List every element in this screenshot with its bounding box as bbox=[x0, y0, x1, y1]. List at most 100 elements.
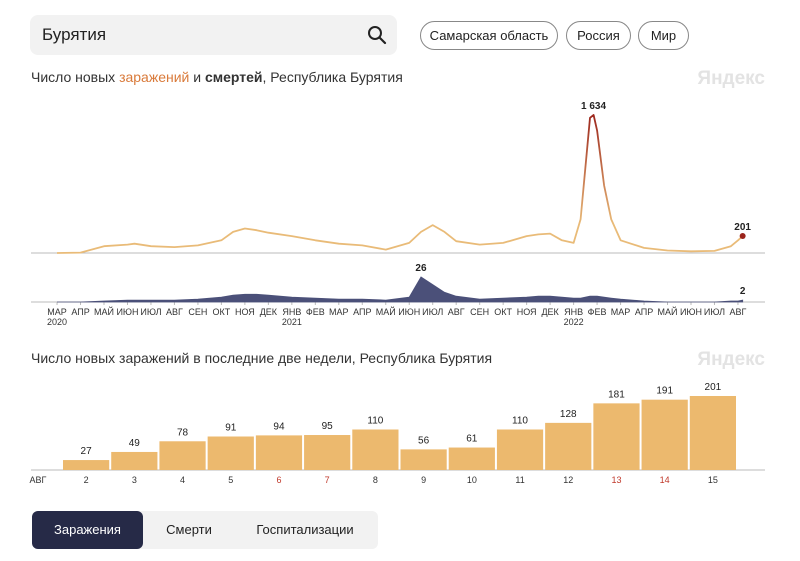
x-tick-label: АВГ bbox=[448, 307, 465, 317]
value-label: 110 bbox=[367, 416, 383, 427]
bar bbox=[207, 436, 254, 470]
x-tick-label: 15 bbox=[708, 475, 718, 485]
x-tick-label: ЯНВ bbox=[282, 307, 301, 317]
value-label: 191 bbox=[656, 386, 673, 397]
x-tick-label: ДЕК bbox=[260, 307, 278, 317]
end-dot bbox=[739, 233, 746, 240]
title-part: и bbox=[189, 69, 205, 85]
x-tick-label: ИЮЛ bbox=[140, 307, 161, 317]
value-label: 128 bbox=[560, 409, 577, 420]
value-label: 1 634 bbox=[581, 101, 606, 112]
x-tick-label: ОКТ bbox=[213, 307, 231, 317]
bar bbox=[641, 399, 688, 470]
x-tick-label: ДЕК bbox=[541, 307, 559, 317]
x-tick-label: МАЙ bbox=[658, 306, 678, 317]
watermark: Яндекс bbox=[697, 349, 765, 370]
title-part: , Республика Бурятия bbox=[263, 69, 403, 85]
value-label: 201 bbox=[705, 382, 722, 393]
month-label: АВГ bbox=[30, 475, 47, 485]
value-label: 78 bbox=[177, 427, 189, 438]
x-tick-label: АПР bbox=[353, 307, 371, 317]
value-label: 27 bbox=[81, 446, 93, 457]
infections-line bbox=[56, 114, 744, 254]
bar bbox=[111, 451, 158, 470]
bar bbox=[304, 435, 351, 470]
tab-bar: Заражения Смерти Госпитализации bbox=[32, 511, 378, 549]
region-button[interactable]: Самарская область bbox=[420, 21, 558, 50]
x-tick-label: СЕН bbox=[470, 307, 489, 317]
search-query[interactable]: Бурятия bbox=[42, 25, 107, 44]
x-tick-label: 4 bbox=[180, 475, 185, 485]
region-button[interactable]: Мир bbox=[638, 21, 689, 50]
x-tick-label: МАЙ bbox=[376, 306, 396, 317]
bar bbox=[593, 403, 640, 470]
x-tick-label: АПР bbox=[71, 307, 89, 317]
value-label: 61 bbox=[466, 434, 478, 445]
title-part: Число новых bbox=[31, 69, 119, 85]
x-tick-label: СЕН bbox=[188, 307, 207, 317]
title-part: смертей bbox=[205, 69, 263, 85]
value-label: 94 bbox=[273, 421, 285, 432]
tab[interactable]: Заражения bbox=[32, 511, 143, 549]
x-tick-label: 12 bbox=[563, 475, 573, 485]
x-tick-label: АВГ bbox=[730, 307, 747, 317]
region-button[interactable]: Россия bbox=[566, 21, 631, 50]
chart-title: Число новых заражений в последние две не… bbox=[31, 350, 492, 366]
x-tick-label: 13 bbox=[611, 475, 621, 485]
title-part: заражений bbox=[119, 69, 189, 85]
value-label: 91 bbox=[225, 422, 237, 433]
x-tick-label: ОКТ bbox=[494, 307, 512, 317]
tab[interactable]: Смерти bbox=[166, 522, 212, 537]
x-tick-label: АПР bbox=[635, 307, 653, 317]
year-label: 2020 bbox=[47, 317, 67, 327]
value-label: 56 bbox=[418, 435, 430, 446]
x-tick-label: 11 bbox=[515, 475, 524, 485]
value-label: 26 bbox=[415, 263, 427, 274]
x-tick-label: ФЕВ bbox=[588, 307, 607, 317]
bar bbox=[689, 395, 736, 470]
x-tick-label: 14 bbox=[660, 475, 670, 485]
tab[interactable]: Госпитализации bbox=[256, 522, 354, 537]
bar bbox=[255, 435, 303, 470]
x-tick-label: 3 bbox=[132, 475, 137, 485]
bar bbox=[352, 429, 399, 470]
x-tick-label: ИЮЛ bbox=[704, 307, 725, 317]
x-tick-label: МАР bbox=[47, 307, 67, 317]
deaths-area bbox=[57, 276, 744, 303]
value-label: 181 bbox=[608, 389, 625, 400]
bar bbox=[545, 422, 592, 470]
bar bbox=[159, 441, 206, 470]
bar bbox=[496, 429, 544, 470]
x-tick-label: ИЮЛ bbox=[422, 307, 443, 317]
bar bbox=[400, 449, 447, 470]
x-tick-label: НОЯ bbox=[517, 307, 537, 317]
x-tick-label: АВГ bbox=[166, 307, 183, 317]
chart-title: Число новых заражений и смертей, Республ… bbox=[31, 69, 403, 85]
x-tick-label: ИЮН bbox=[116, 307, 138, 317]
x-tick-label: ИЮН bbox=[398, 307, 420, 317]
x-tick-label: НОЯ bbox=[235, 307, 255, 317]
x-tick-label: ФЕВ bbox=[306, 307, 325, 317]
x-tick-label: МАР bbox=[329, 307, 349, 317]
bar bbox=[63, 460, 110, 470]
x-tick-label: 6 bbox=[276, 475, 281, 485]
x-tick-label: 7 bbox=[325, 475, 330, 485]
x-tick-label: ЯНВ bbox=[564, 307, 583, 317]
x-tick-label: 8 bbox=[373, 475, 378, 485]
value-label: 110 bbox=[512, 416, 528, 427]
watermark: Яндекс bbox=[697, 68, 765, 89]
x-tick-label: МАЙ bbox=[94, 306, 114, 317]
x-tick-label: 2 bbox=[84, 475, 89, 485]
year-label: 2021 bbox=[282, 317, 302, 327]
x-tick-label: ИЮН bbox=[680, 307, 702, 317]
x-tick-label: МАР bbox=[611, 307, 631, 317]
x-tick-label: 9 bbox=[421, 475, 426, 485]
search-icon[interactable] bbox=[367, 25, 387, 45]
value-label: 95 bbox=[322, 421, 334, 432]
x-tick-label: 5 bbox=[228, 475, 233, 485]
search-box[interactable]: Бурятия bbox=[30, 15, 397, 55]
x-tick-label: 10 bbox=[467, 475, 477, 485]
year-label: 2022 bbox=[564, 317, 584, 327]
